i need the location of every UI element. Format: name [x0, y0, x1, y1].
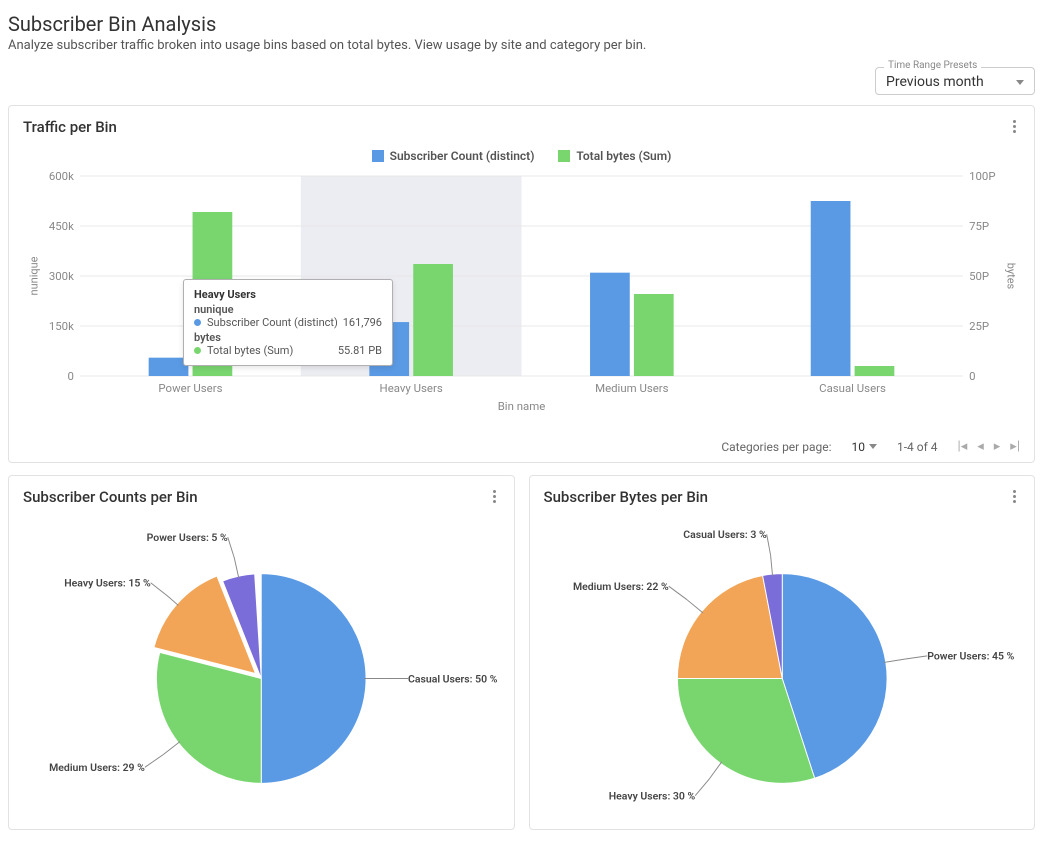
tooltip-series-value: 55.81 PB [338, 344, 382, 357]
legend-label: Total bytes (Sum) [576, 149, 671, 163]
pie-chart-bytes[interactable]: Power Users: 45 % Heavy Users: 30 % Medium… [544, 519, 1021, 819]
legend-swatch-green [558, 150, 570, 162]
page-title: Subscriber Bin Analysis [8, 12, 1035, 36]
legend-label: Subscriber Count (distinct) [390, 149, 535, 163]
tooltip-series-label: Total bytes (Sum) [207, 344, 293, 357]
svg-text:bytes: bytes [1004, 263, 1017, 290]
svg-text:Bin name: Bin name [498, 400, 546, 413]
tooltip-dot-icon [194, 319, 201, 326]
svg-text:150k: 150k [49, 320, 74, 333]
bar-chart[interactable]: 0 150k 300k 450k 600k 0 25P 50P 75P 100P Power Use… [23, 171, 1020, 421]
svg-text:Heavy Users: 15 %: Heavy Users: 15 % [64, 577, 151, 590]
chevron-down-icon [1016, 80, 1024, 85]
svg-text:75P: 75P [969, 220, 989, 233]
last-page-icon[interactable]: ▸| [1010, 439, 1020, 454]
svg-text:50P: 50P [969, 270, 989, 283]
time-range-value: Previous month [886, 74, 984, 90]
svg-text:600k: 600k [49, 171, 74, 183]
tooltip-sub: bytes [194, 331, 382, 344]
svg-text:0: 0 [67, 370, 73, 383]
chevron-down-icon [869, 444, 877, 449]
tooltip-title: Heavy Users [194, 288, 382, 301]
per-page-label: Categories per page: [721, 440, 831, 454]
bar-chart-legend: Subscriber Count (distinct) Total bytes … [23, 149, 1020, 163]
subscriber-counts-panel: Subscriber Counts per Bin Casual Users: … [8, 475, 515, 830]
svg-text:Medium Users: 22 %: Medium Users: 22 % [572, 580, 668, 593]
svg-text:Power Users: 45 %: Power Users: 45 % [927, 650, 1014, 663]
per-page-select[interactable]: 10 [852, 440, 878, 454]
tooltip-series-label: Subscriber Count (distinct) [207, 316, 338, 329]
time-range-row: Time Range Presets Previous month [8, 67, 1035, 95]
pie-chart-area: Power Users: 45 % Heavy Users: 30 % Medium… [544, 519, 1021, 819]
svg-text:0: 0 [969, 370, 975, 383]
svg-text:Casual Users: Casual Users [819, 382, 886, 395]
prev-page-icon[interactable]: ◂ [977, 439, 984, 454]
subscriber-bytes-panel: Subscriber Bytes per Bin Power Users: 45… [529, 475, 1036, 830]
legend-item[interactable]: Total bytes (Sum) [558, 149, 671, 163]
time-range-legend: Time Range Presets [884, 60, 981, 71]
more-icon[interactable] [1009, 116, 1020, 137]
counts-panel-title: Subscriber Counts per Bin [23, 488, 198, 506]
traffic-panel-title: Traffic per Bin [23, 118, 117, 136]
svg-text:Casual Users: 50 %: Casual Users: 50 % [408, 672, 498, 685]
chart-tooltip: Heavy Users nunique Subscriber Count (di… [183, 279, 393, 366]
bytes-panel-title: Subscriber Bytes per Bin [544, 488, 708, 506]
legend-item[interactable]: Subscriber Count (distinct) [372, 149, 535, 163]
pie-chart-counts[interactable]: Casual Users: 50 % Medium Users: 29 % Heav… [23, 519, 500, 819]
svg-text:300k: 300k [49, 270, 74, 283]
svg-text:Power Users: 5 %: Power Users: 5 % [147, 531, 228, 544]
bar-chart-area: 0 150k 300k 450k 600k 0 25P 50P 75P 100P Power Use… [23, 171, 1020, 421]
per-page-value: 10 [852, 440, 866, 454]
more-icon[interactable] [489, 486, 500, 507]
pie-chart-area: Casual Users: 50 % Medium Users: 29 % Heav… [23, 519, 500, 819]
first-page-icon[interactable]: |◂ [958, 439, 968, 454]
page-range-text: 1-4 of 4 [897, 440, 938, 454]
more-icon[interactable] [1009, 486, 1020, 507]
svg-text:100P: 100P [969, 171, 995, 183]
svg-text:Medium Users: 29 %: Medium Users: 29 % [49, 761, 145, 774]
page-subtitle: Analyze subscriber traffic broken into u… [8, 38, 1035, 53]
tooltip-sub: nunique [194, 303, 382, 316]
tooltip-dot-icon [194, 347, 201, 354]
svg-text:Heavy Users: 30 %: Heavy Users: 30 % [608, 790, 695, 803]
traffic-per-bin-panel: Traffic per Bin Subscriber Count (distin… [8, 105, 1035, 463]
svg-text:Casual Users: 3 %: Casual Users: 3 % [683, 528, 767, 541]
svg-text:25P: 25P [969, 320, 989, 333]
time-range-preset-select[interactable]: Time Range Presets Previous month [875, 67, 1035, 95]
next-page-icon[interactable]: ▸ [994, 439, 1001, 454]
svg-text:Heavy Users: Heavy Users [380, 382, 443, 395]
bar-chart-footer: Categories per page: 10 1-4 of 4 |◂ ◂ ▸ … [9, 431, 1034, 462]
svg-text:450k: 450k [49, 220, 74, 233]
svg-text:nunique: nunique [27, 256, 40, 295]
legend-swatch-blue [372, 150, 384, 162]
svg-text:Medium Users: Medium Users [595, 382, 669, 395]
tooltip-series-value: 161,796 [343, 316, 382, 329]
svg-text:Power Users: Power Users [158, 382, 222, 395]
